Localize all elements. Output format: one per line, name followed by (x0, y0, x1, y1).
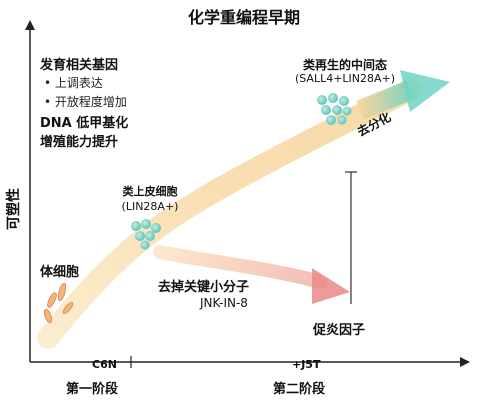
stage-second-label: 第二阶段 (273, 382, 326, 397)
regenerative-cells-icon (317, 93, 352, 125)
dna-hypomethylation-label: DNA 低甲基化 (40, 116, 129, 131)
bullet-text: 开放程度增加 (54, 95, 127, 109)
main-arrow-head (400, 70, 450, 112)
proliferation-label: 增殖能力提升 (40, 135, 119, 150)
epithelial-like-label: 类上皮细胞 (122, 185, 178, 198)
development-bullet: • 开放程度增加 (44, 95, 127, 109)
branch-arrow-head (312, 268, 350, 304)
main-trajectory-arrow (37, 79, 421, 349)
y-axis-arrowhead (25, 20, 35, 30)
bullet-text: 上调表达 (54, 76, 103, 90)
inhibitor-compound: JNK-IN-8 (200, 296, 248, 310)
condition-second-label: +J5T (292, 358, 321, 371)
somatic-cell-label: 体细胞 (40, 265, 80, 280)
x-axis-arrowhead (460, 357, 470, 367)
somatic-cells-icon (43, 282, 74, 324)
development-bullet: • 上调表达 (44, 76, 103, 90)
regenerative-like-marker: (SALL4+LIN28A+) (294, 72, 396, 85)
branch-trajectory-arrow (153, 245, 327, 289)
epithelial-cells-icon (131, 219, 161, 250)
inhibitor-label: 去掉关键小分子 (158, 280, 250, 295)
regenerative-like-label: 类再生的中间态 (302, 58, 387, 72)
epithelial-like-marker: (LIN28A+) (121, 200, 179, 213)
condition-first-label: C6N (92, 358, 117, 371)
y-axis-label: 可塑性 (6, 188, 22, 230)
diagram-title: 化学重编程早期 (187, 8, 300, 27)
development-genes-heading: 发育相关基因 (40, 58, 119, 73)
stage-first-label: 第一阶段 (66, 382, 119, 397)
proinflammatory-label: 促炎因子 (313, 323, 366, 338)
main-trajectory-tip (356, 80, 414, 120)
